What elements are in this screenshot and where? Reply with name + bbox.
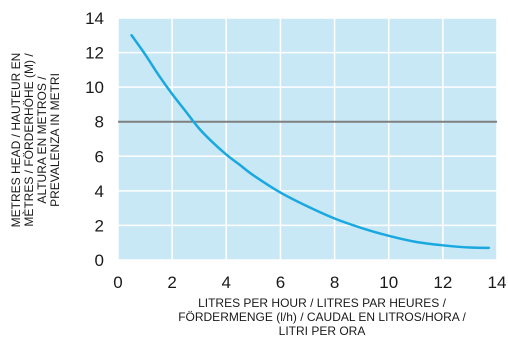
x-tick-label: 12: [433, 273, 452, 292]
y-axis-label: METRES HEAD / HAUTEUR EN MÈTRES / FÖRDERH…: [9, 53, 62, 228]
x-axis-label-line: FÖRDERMENGE (l/h) / CAUDAL EN LITROS/HOR…: [178, 310, 466, 324]
x-tick-label: 0: [113, 273, 122, 292]
y-tick-label: 10: [85, 78, 104, 97]
y-tick-label: 2: [95, 216, 104, 235]
x-axis-label-line: LITRI PER ORA: [279, 324, 366, 338]
y-axis-label-line: MÈTRES / FÖRDERHÖHE (M) /: [21, 53, 36, 227]
series-line: [130, 34, 491, 250]
x-tick-label: 14: [488, 273, 507, 292]
x-axis-label-line: LITRES PER HOUR / LITRES PAR HEURES /: [198, 296, 446, 310]
y-tick-label: 0: [95, 251, 104, 270]
y-tick-label: 14: [85, 9, 104, 28]
x-tick-label: 4: [222, 273, 231, 292]
series-group: [130, 34, 491, 250]
x-tick-label: 2: [167, 273, 176, 292]
y-tick-labels: 0 2 4 6 8 10 12 14: [85, 9, 104, 270]
y-tick-label: 6: [95, 147, 104, 166]
y-axis-label-line: PREVALENZA IN METRI: [48, 73, 62, 207]
y-axis-label-line: METRES HEAD / HAUTEUR EN: [9, 53, 23, 228]
y-tick-label: 8: [95, 113, 104, 132]
y-axis-label-line: ALTURA EN METROS /: [35, 76, 49, 204]
x-tick-label: 6: [276, 273, 285, 292]
x-tick-label: 10: [379, 273, 398, 292]
x-tick-labels: 0 2 4 6 8 10 12 14: [113, 273, 506, 292]
y-tick-label: 12: [85, 44, 104, 63]
plot-background: [118, 18, 497, 260]
x-tick-label: 8: [330, 273, 339, 292]
x-axis-label: LITRES PER HOUR / LITRES PAR HEURES /FÖR…: [178, 296, 466, 338]
y-tick-label: 4: [95, 182, 104, 201]
